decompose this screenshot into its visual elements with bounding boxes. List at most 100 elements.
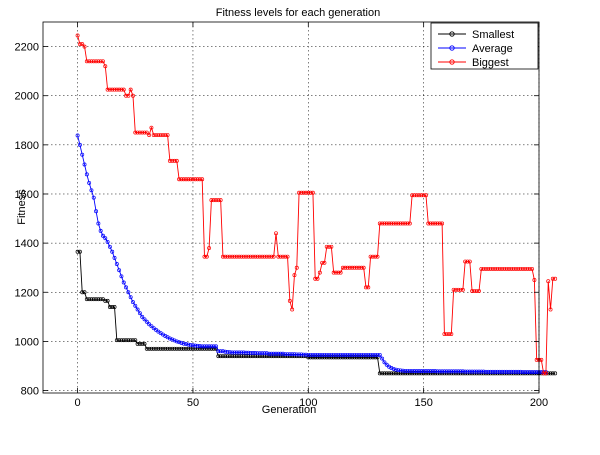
legend-item-smallest: Smallest xyxy=(438,29,514,41)
data-point-smallest xyxy=(391,371,396,376)
data-point-average xyxy=(352,352,357,357)
data-point-smallest xyxy=(165,346,170,351)
y-tick-label: 2000 xyxy=(15,91,39,103)
data-point-biggest xyxy=(124,93,129,98)
data-point-smallest xyxy=(267,354,272,359)
data-point-biggest xyxy=(211,198,216,203)
data-point-average xyxy=(126,290,131,295)
data-point-average xyxy=(202,344,207,349)
data-point-smallest xyxy=(354,355,359,360)
data-point-biggest xyxy=(250,254,255,259)
data-point-smallest xyxy=(389,371,394,376)
data-point-biggest xyxy=(550,276,555,281)
data-point-biggest xyxy=(209,198,214,203)
data-point-biggest xyxy=(490,266,495,271)
data-point-smallest xyxy=(144,346,149,351)
data-point-biggest xyxy=(161,133,165,137)
data-point-biggest xyxy=(488,266,493,271)
data-point-biggest xyxy=(297,190,302,195)
data-point-average xyxy=(490,369,495,374)
data-point-average xyxy=(193,343,198,348)
data-point-average xyxy=(218,349,223,354)
data-point-smallest xyxy=(91,297,96,302)
data-point-average xyxy=(110,249,115,254)
data-point-biggest xyxy=(530,266,535,271)
series-layer xyxy=(75,33,558,376)
data-point-biggest xyxy=(105,87,110,92)
data-point-biggest xyxy=(440,221,445,226)
data-point-biggest xyxy=(511,266,516,271)
data-point-biggest xyxy=(467,259,472,264)
data-point-average xyxy=(428,369,433,374)
data-point-biggest xyxy=(331,270,336,275)
data-point-biggest xyxy=(518,266,523,271)
data-point-average xyxy=(507,369,511,374)
data-point-biggest xyxy=(103,64,108,69)
x-tick-label: 0 xyxy=(75,397,81,409)
data-point-average xyxy=(292,352,297,357)
data-point-smallest xyxy=(225,354,230,359)
data-point-biggest xyxy=(306,190,311,195)
data-point-average xyxy=(128,295,133,300)
data-point-smallest xyxy=(156,346,161,351)
data-point-average xyxy=(124,285,129,290)
data-point-average xyxy=(500,369,505,374)
data-point-biggest xyxy=(396,221,401,226)
data-point-biggest xyxy=(500,266,505,271)
data-point-biggest xyxy=(137,130,142,135)
data-point-smallest xyxy=(204,346,209,351)
data-point-biggest xyxy=(327,244,332,249)
data-point-biggest xyxy=(382,221,387,226)
data-point-average xyxy=(414,369,419,374)
data-point-smallest xyxy=(128,338,133,343)
data-point-average xyxy=(336,352,341,357)
data-point-biggest xyxy=(315,276,320,281)
data-point-average xyxy=(94,209,99,214)
data-point-smallest xyxy=(550,371,555,376)
data-point-average xyxy=(509,369,514,374)
data-point-average xyxy=(483,369,488,374)
data-point-biggest xyxy=(200,177,205,182)
data-point-smallest xyxy=(387,371,391,376)
data-point-average xyxy=(534,370,539,375)
data-point-smallest xyxy=(310,355,315,360)
data-point-average xyxy=(343,352,348,357)
data-point-biggest xyxy=(190,177,195,182)
data-point-average xyxy=(417,369,421,374)
data-point-smallest xyxy=(548,371,553,376)
data-point-average xyxy=(334,352,338,357)
data-point-smallest xyxy=(327,355,332,360)
data-point-biggest xyxy=(465,259,470,264)
data-point-average xyxy=(477,369,481,374)
data-point-smallest xyxy=(230,354,235,359)
data-point-average xyxy=(75,133,80,138)
data-point-average xyxy=(297,352,302,357)
data-point-smallest xyxy=(274,354,278,359)
data-point-average xyxy=(433,369,438,374)
data-point-biggest xyxy=(80,42,85,47)
data-point-average xyxy=(456,369,461,374)
data-point-average xyxy=(234,350,239,355)
data-point-biggest xyxy=(384,221,389,226)
data-point-average xyxy=(380,356,385,361)
data-point-biggest xyxy=(299,190,304,195)
data-point-smallest xyxy=(105,298,110,303)
data-point-smallest xyxy=(117,338,122,343)
data-point-smallest xyxy=(80,290,85,295)
data-point-biggest xyxy=(193,177,198,182)
data-point-smallest xyxy=(324,355,329,360)
data-point-biggest xyxy=(77,42,82,47)
data-point-smallest xyxy=(237,354,242,359)
data-point-smallest xyxy=(98,297,103,302)
data-point-smallest xyxy=(407,371,412,376)
data-point-biggest xyxy=(91,59,96,64)
data-point-average xyxy=(310,352,315,357)
y-axis-label: Fitness xyxy=(16,189,28,225)
data-point-biggest xyxy=(495,266,500,271)
data-point-average xyxy=(294,352,299,357)
data-point-average xyxy=(426,369,431,374)
data-point-biggest xyxy=(262,254,267,259)
data-point-average xyxy=(98,228,103,233)
data-point-average xyxy=(223,349,228,354)
